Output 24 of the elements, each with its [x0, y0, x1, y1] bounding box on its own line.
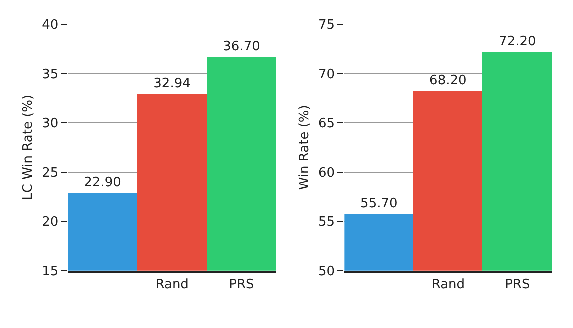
y-tick-label: 15 [42, 264, 59, 280]
data-label: 72.20 [499, 34, 536, 50]
y-tick-label: 35 [42, 67, 59, 82]
y-tick-label: 40 [42, 18, 59, 33]
data-label: 55.70 [360, 196, 398, 212]
y-tick-label: 70 [318, 67, 336, 82]
y-tick-label: 30 [42, 116, 59, 132]
y-tick-label: 65 [318, 116, 336, 132]
y-tick-label: 20 [42, 215, 59, 230]
y-tick-label: 60 [318, 166, 336, 181]
x-tick-label: Rand [432, 277, 466, 292]
y-tick-label: 75 [318, 18, 336, 33]
y-tick-label: 55 [318, 215, 336, 230]
x-tick-label: Rand [156, 277, 189, 292]
y-axis-title: Win Rate (%) [297, 105, 312, 190]
x-tick-label: PRS [505, 277, 530, 292]
data-label: 36.70 [223, 39, 260, 54]
y-axis-title: LC Win Rate (%) [21, 94, 36, 200]
data-label: 22.90 [84, 175, 122, 190]
x-tick-label: PRS [229, 277, 254, 292]
data-label: 68.20 [430, 73, 467, 88]
y-tick-label: 25 [42, 166, 59, 181]
y-tick-label: 50 [318, 264, 336, 280]
data-label: 32.94 [154, 76, 191, 92]
